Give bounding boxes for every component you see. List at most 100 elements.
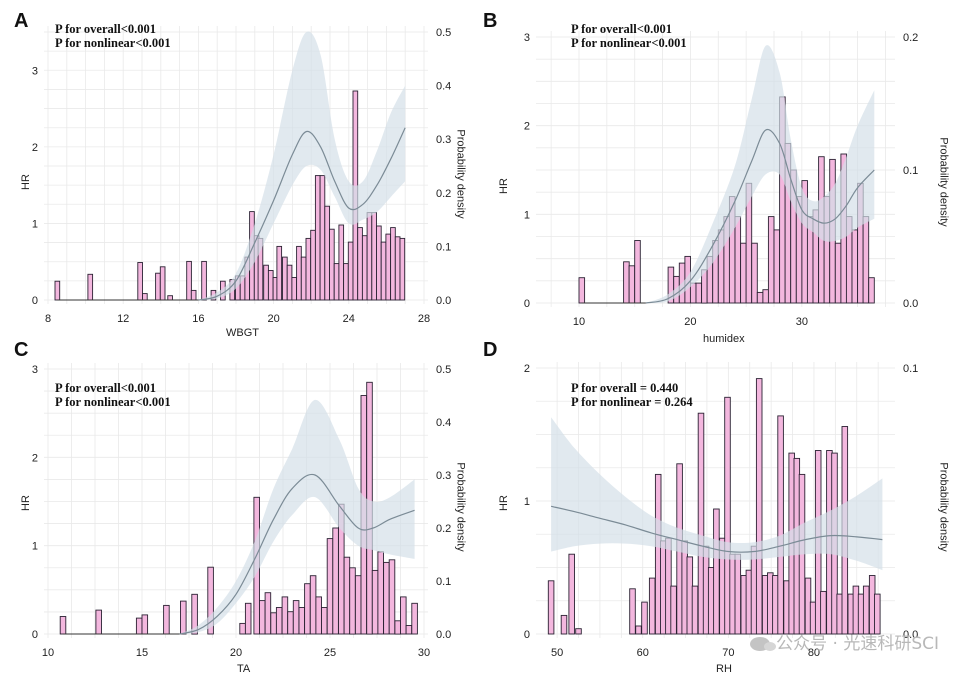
hist-bar-c	[383, 561, 390, 635]
hist-bar-c	[239, 622, 246, 635]
ytick-right-label-b: 0.2	[903, 32, 918, 44]
hist-bar-c	[388, 559, 396, 635]
hist-bar-a	[343, 263, 349, 301]
hist-bar-c	[405, 625, 413, 635]
hist-bar-b	[634, 240, 641, 304]
hist-bar-c	[377, 551, 384, 635]
hist-bar-a	[399, 237, 406, 301]
ytick-right-label-a: 0.5	[436, 27, 451, 39]
hist-bar-a	[291, 277, 298, 301]
hist-bar-b	[695, 282, 703, 304]
hist-bar-a	[357, 227, 363, 301]
ylabel-left-c: HR	[19, 495, 32, 511]
ytick-right-label-c: 0.2	[436, 523, 451, 535]
xtick-label-a: 16	[192, 313, 204, 325]
ytick-right-label-a: 0.2	[436, 188, 451, 200]
wechat-icon	[750, 637, 777, 651]
hist-bar-c	[321, 607, 328, 635]
hist-bar-c	[343, 556, 351, 635]
hist-bar-a	[282, 256, 288, 301]
hist-bar-c	[315, 596, 322, 635]
ci-band-c	[179, 399, 415, 634]
hist-bar-b	[756, 291, 764, 304]
stat-nonlinear-b: P for nonlinear<0.001	[571, 36, 687, 50]
hist-bar-c	[298, 607, 306, 635]
xlabel-b: humidex	[703, 333, 745, 345]
ylabel-right-d: Probability density	[937, 462, 950, 552]
hist-bar-b	[851, 229, 859, 304]
hist-bar-d	[874, 593, 881, 635]
xtick-label-a: 12	[117, 313, 129, 325]
hist-bar-a	[376, 225, 382, 301]
hist-bar-a	[155, 272, 161, 301]
xtick-label-d: 60	[637, 647, 649, 659]
hist-bar-c	[309, 575, 317, 635]
hist-bar-d	[641, 601, 648, 635]
ylabel-left-b: HR	[497, 178, 510, 194]
hist-bar-c	[326, 538, 334, 635]
hist-bar-d	[734, 553, 742, 635]
hr-line-b	[645, 128, 875, 304]
hist-bar-d	[648, 577, 656, 635]
ticks-c: 10 15 20 25 30 0 1 2 3 0.0 0.1 0.2 0.3 0.4 0.5	[32, 364, 451, 659]
hist-bar-b	[751, 242, 758, 304]
panel-letter-d: D	[483, 339, 498, 361]
hist-bar-c	[349, 567, 356, 635]
hist-bar-d	[691, 585, 699, 635]
hist-bar-a	[385, 233, 392, 301]
chart-d-svg: 50 60 70 80 0 1 2 0.0 0.1	[524, 362, 918, 659]
hist-bar-c	[270, 612, 277, 635]
hist-bar-c	[207, 566, 214, 635]
hist-bar-c	[281, 596, 289, 635]
hist-bar-a	[267, 270, 274, 301]
xtick-label-a: 20	[267, 313, 279, 325]
xtick-label-c: 25	[324, 647, 336, 659]
hist-bar-a	[390, 227, 396, 301]
hist-bar-a	[366, 212, 373, 301]
stat-nonlinear-a: P for nonlinear<0.001	[55, 36, 171, 50]
hist-bar-c	[287, 611, 294, 635]
stat-overall-b: P for overall<0.001	[571, 22, 672, 36]
xlabel-c: TA	[237, 663, 251, 675]
hist-bar-a	[186, 260, 192, 301]
hist-bar-d	[575, 628, 582, 635]
ytick-right-label-c: 0.5	[436, 364, 451, 376]
hr-line-a	[198, 127, 406, 301]
ci-band-a	[198, 31, 406, 300]
ytick-left-label-a: 2	[32, 142, 38, 154]
hist-bar-b	[868, 277, 875, 304]
stat-nonlinear-d: P for nonlinear = 0.264	[571, 395, 693, 409]
hist-bar-c	[59, 616, 67, 635]
hist-bar-a	[276, 245, 283, 301]
chart-b-svg: 10 20 30 0 1 2 3 0.0 0.1 0.2	[524, 31, 918, 328]
hist-bar-a	[142, 293, 148, 301]
ytick-right-label-c: 0.0	[436, 629, 451, 641]
hist-bar-d	[724, 396, 731, 635]
ytick-left-label-d: 2	[524, 363, 530, 375]
panel-letter-c: C	[14, 339, 29, 361]
hist-bar-d	[862, 585, 870, 635]
ytick-left-label-d: 0	[524, 629, 530, 641]
hist-bar-b	[578, 277, 586, 304]
hist-bar-a	[319, 175, 326, 301]
hist-bar-b	[762, 289, 769, 304]
hist-bar-b	[628, 265, 636, 304]
ytick-left-label-a: 1	[32, 218, 38, 230]
hist-bar-d	[629, 588, 636, 635]
hist-bar-a	[286, 264, 293, 301]
hist-bar-d	[635, 625, 642, 635]
panel-a: 8 12 16 20 24 28 0 1 2 3 0.0 0.1 0.2 0.3 0.4 0.5 A P fo…	[0, 0, 481, 341]
xtick-label-a: 24	[343, 313, 355, 325]
hist-bar-c	[95, 609, 102, 635]
hr-line-c	[179, 473, 415, 635]
ylabel-left-d: HR	[497, 495, 510, 511]
xtick-label-a: 8	[45, 313, 51, 325]
hist-bar-a	[201, 260, 207, 301]
hist-bar-a	[394, 236, 401, 301]
hist-bar-c	[244, 602, 252, 635]
hist-bar-c	[141, 614, 149, 635]
ci-band-d	[551, 417, 883, 571]
hist-bar-a	[159, 266, 166, 301]
stat-overall-d: P for overall = 0.440	[571, 381, 679, 395]
